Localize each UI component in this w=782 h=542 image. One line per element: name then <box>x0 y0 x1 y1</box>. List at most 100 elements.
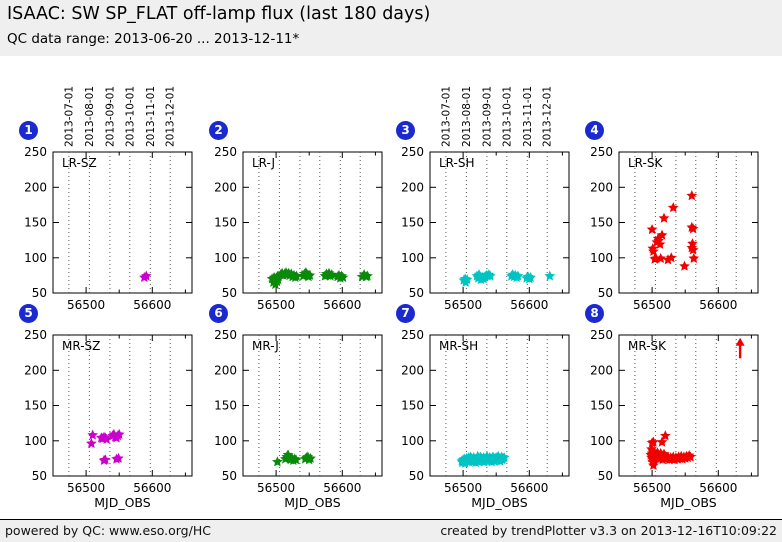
plot-number-badge[interactable]: 2 <box>209 121 228 140</box>
svg-text:150: 150 <box>24 216 47 230</box>
svg-text:2013-10-01: 2013-10-01 <box>501 86 513 147</box>
svg-text:150: 150 <box>590 216 613 230</box>
subplot-lr-j[interactable]: 56500 56600 50 100 150 200 250 LR-J 2 <box>203 74 399 328</box>
svg-text:2013-12-01: 2013-12-01 <box>165 86 177 147</box>
svg-text:LR-SK: LR-SK <box>628 156 663 170</box>
report-header: ISAAC: SW SP_FLAT off-lamp flux (last 18… <box>0 0 782 56</box>
svg-text:150: 150 <box>401 216 424 230</box>
svg-text:250: 250 <box>214 145 237 159</box>
svg-text:50: 50 <box>222 469 237 483</box>
qc-data-range: QC data range: 2013-06-20 ... 2013-12-11… <box>7 31 300 47</box>
created-by-text: created by trendPlotter v3.3 on 2013-12-… <box>440 523 777 538</box>
subplot-mr-sh[interactable]: 56500 56600 50 100 150 200 250 MR-SH MJD_OBS 7 <box>390 257 586 511</box>
svg-text:200: 200 <box>401 363 424 377</box>
plot-number-badge[interactable]: 8 <box>585 304 604 323</box>
svg-text:150: 150 <box>590 399 613 413</box>
svg-text:100: 100 <box>214 251 237 265</box>
svg-text:250: 250 <box>401 328 424 342</box>
svg-text:2013-10-01: 2013-10-01 <box>124 86 136 147</box>
svg-text:MR-SZ: MR-SZ <box>62 339 100 353</box>
svg-text:56600: 56600 <box>323 481 361 495</box>
subplot-mr-sk[interactable]: 56500 56600 50 100 150 200 250 MR-SK MJD_OBS 8 <box>579 257 775 511</box>
plot-number-badge[interactable]: 6 <box>209 304 228 323</box>
svg-text:2013-12-01: 2013-12-01 <box>542 86 554 147</box>
svg-text:250: 250 <box>590 328 613 342</box>
svg-text:MJD_OBS: MJD_OBS <box>660 495 717 510</box>
svg-text:LR-J: LR-J <box>252 156 275 170</box>
svg-text:50: 50 <box>32 469 47 483</box>
svg-text:100: 100 <box>214 434 237 448</box>
svg-text:50: 50 <box>409 469 424 483</box>
svg-text:MJD_OBS: MJD_OBS <box>94 495 151 510</box>
svg-text:250: 250 <box>214 328 237 342</box>
subplot-lr-sk[interactable]: 56500 56600 50 100 150 200 250 LR-SK 4 <box>579 74 775 328</box>
svg-text:56600: 56600 <box>133 298 171 312</box>
svg-text:2013-08-01: 2013-08-01 <box>461 86 473 147</box>
svg-text:56600: 56600 <box>699 481 737 495</box>
chart-mr-sh: 56500 56600 50 100 150 200 250 MR-SH MJD_OBS <box>401 328 570 510</box>
svg-text:2013-09-01: 2013-09-01 <box>104 86 116 147</box>
chart-lr-j: 56500 56600 50 100 150 200 250 LR-J <box>214 145 383 312</box>
chart-mr-sk: 56500 56600 50 100 150 200 250 MR-SK MJD_OBS <box>590 328 759 510</box>
svg-text:56600: 56600 <box>133 481 171 495</box>
svg-text:50: 50 <box>32 286 47 300</box>
subplot-mr-sz[interactable]: 56500 56600 50 100 150 200 250 MR-SZ MJD_OBS 5 <box>13 257 209 511</box>
svg-text:100: 100 <box>401 434 424 448</box>
plot-number-badge[interactable]: 7 <box>396 304 415 323</box>
svg-text:100: 100 <box>401 251 424 265</box>
svg-text:56500: 56500 <box>257 481 295 495</box>
svg-text:150: 150 <box>214 216 237 230</box>
svg-text:56500: 56500 <box>257 298 295 312</box>
svg-text:150: 150 <box>401 399 424 413</box>
chart-lr-sh: 56500 56600 50 100 150 200 250 2013-07-01 2013-0… <box>401 86 570 312</box>
svg-text:MJD_OBS: MJD_OBS <box>284 495 341 510</box>
subplot-lr-sz[interactable]: 56500 56600 50 100 150 200 250 2013-07-01 2013-0… <box>13 74 209 328</box>
svg-text:56500: 56500 <box>444 481 482 495</box>
chart-mr-j: 56500 56600 50 100 150 200 250 MR-J MJD_OBS <box>214 328 383 510</box>
svg-text:MJD_OBS: MJD_OBS <box>471 495 528 510</box>
svg-text:56600: 56600 <box>510 481 548 495</box>
subplot-lr-sh[interactable]: 56500 56600 50 100 150 200 250 2013-07-01 2013-0… <box>390 74 586 328</box>
svg-text:200: 200 <box>401 180 424 194</box>
svg-text:50: 50 <box>598 286 613 300</box>
svg-text:2013-11-01: 2013-11-01 <box>145 86 157 147</box>
chart-mr-sz: 56500 56600 50 100 150 200 250 MR-SZ MJD_OBS <box>24 328 193 510</box>
svg-text:2013-08-01: 2013-08-01 <box>84 86 96 147</box>
svg-text:50: 50 <box>222 286 237 300</box>
svg-text:56500: 56500 <box>67 481 105 495</box>
svg-text:MR-SK: MR-SK <box>628 339 667 353</box>
plot-number-badge[interactable]: 3 <box>396 121 415 140</box>
plot-number-badge[interactable]: 4 <box>585 121 604 140</box>
svg-text:56600: 56600 <box>510 298 548 312</box>
svg-text:LR-SZ: LR-SZ <box>62 156 97 170</box>
svg-text:150: 150 <box>24 399 47 413</box>
svg-text:2013-11-01: 2013-11-01 <box>522 86 534 147</box>
svg-text:200: 200 <box>214 363 237 377</box>
svg-text:200: 200 <box>24 363 47 377</box>
subplot-mr-j[interactable]: 56500 56600 50 100 150 200 250 MR-J MJD_OBS 6 <box>203 257 399 511</box>
svg-text:100: 100 <box>590 434 613 448</box>
chart-lr-sz: 56500 56600 50 100 150 200 250 2013-07-01 2013-0… <box>24 86 193 312</box>
svg-text:250: 250 <box>24 328 47 342</box>
svg-text:LR-SH: LR-SH <box>439 156 475 170</box>
plot-number-badge[interactable]: 5 <box>19 304 38 323</box>
svg-text:56500: 56500 <box>633 481 671 495</box>
svg-text:100: 100 <box>24 251 47 265</box>
svg-text:56500: 56500 <box>444 298 482 312</box>
svg-text:250: 250 <box>590 145 613 159</box>
svg-text:56600: 56600 <box>323 298 361 312</box>
svg-text:100: 100 <box>24 434 47 448</box>
svg-text:2013-09-01: 2013-09-01 <box>481 86 493 147</box>
svg-text:200: 200 <box>214 180 237 194</box>
plot-number-badge[interactable]: 1 <box>19 121 38 140</box>
svg-text:56500: 56500 <box>633 298 671 312</box>
svg-text:200: 200 <box>24 180 47 194</box>
svg-text:MR-SH: MR-SH <box>439 339 478 353</box>
powered-by-text: powered by QC: www.eso.org/HC <box>5 523 211 538</box>
svg-text:50: 50 <box>409 286 424 300</box>
svg-text:250: 250 <box>24 145 47 159</box>
svg-text:200: 200 <box>590 180 613 194</box>
report-footer: powered by QC: www.eso.org/HC created by… <box>0 519 782 542</box>
svg-text:250: 250 <box>401 145 424 159</box>
